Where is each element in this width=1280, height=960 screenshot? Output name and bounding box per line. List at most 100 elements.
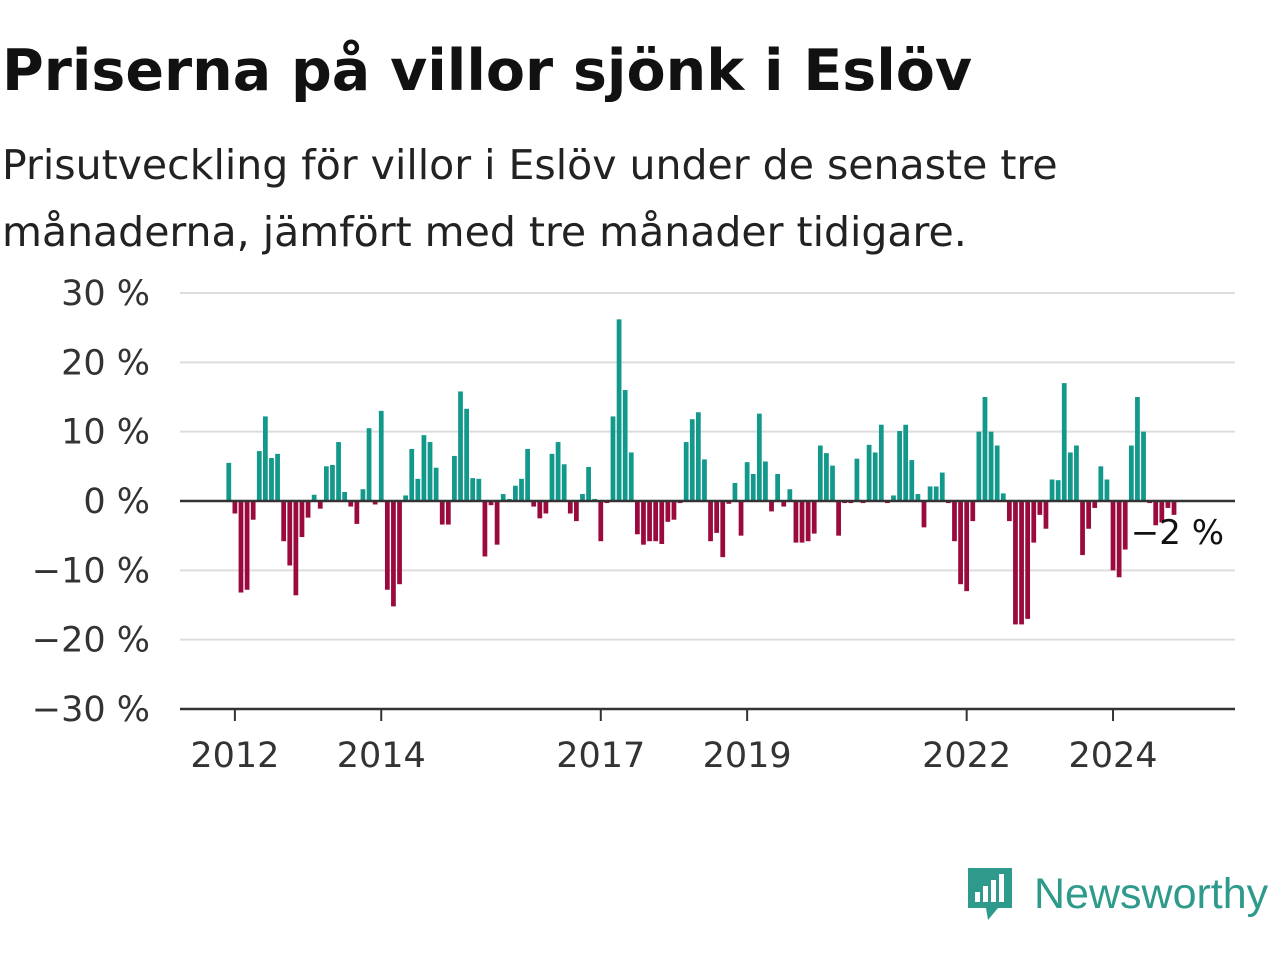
y-tick-label: −30 % [32,690,150,730]
bar [1110,501,1116,571]
bar [824,453,829,501]
bar [988,431,994,501]
bar [1171,501,1177,515]
bar [1074,445,1079,501]
bar [659,501,665,544]
bar [1080,501,1085,556]
newsworthy-logo-icon [968,868,1012,920]
bar [952,501,957,542]
bar [836,501,841,536]
bar [781,501,787,507]
bar [1098,466,1104,501]
bar [293,501,299,596]
bar [1092,501,1098,508]
bar [378,410,384,501]
y-tick-label: 0 % [83,482,150,522]
bar [689,419,695,501]
bar [403,495,409,501]
bar [238,501,244,593]
bar [702,459,707,501]
bar [738,501,744,536]
bar [915,494,921,501]
bar [909,460,915,501]
bar [708,501,713,542]
bar [360,489,366,501]
bar [994,445,1000,501]
bar [817,445,823,501]
last-value-label: −2 % [1131,513,1224,553]
bar [464,408,469,501]
bar [275,453,280,501]
bar [226,462,232,501]
bar [244,501,250,590]
bar [543,501,549,514]
bar [854,458,860,501]
bar [427,442,433,501]
bar [348,501,354,507]
bar [323,466,329,501]
axes [180,499,1235,721]
bar [891,495,896,501]
bar [897,430,902,501]
bar [1037,501,1043,515]
y-tick-label: 10 % [61,413,150,453]
bar [653,501,659,542]
newsworthy-brand[interactable]: Newsworthy [964,864,1268,924]
bar [903,424,909,501]
bar [445,501,451,525]
bar [1067,452,1073,501]
bar [750,473,756,501]
bar [537,501,543,519]
x-tick-label: 2019 [703,736,792,776]
bar [933,486,939,501]
bar [555,442,561,501]
bar [256,451,262,501]
bar [958,501,963,585]
bar [488,501,494,506]
bar [269,458,274,501]
bar [787,489,793,501]
bar [878,424,884,501]
bar [665,501,671,522]
bar [866,444,872,501]
bar [799,501,805,543]
bar [1159,501,1165,523]
bar [1061,383,1067,501]
chart-subtitle: Prisutveckling för villor i Eslöv under … [2,141,1058,256]
bar [628,452,634,501]
bar [769,501,774,512]
bar [671,501,677,520]
bar [964,501,970,592]
bar [1043,501,1049,529]
bar [1013,501,1018,625]
bar [232,501,238,514]
bar [1055,480,1061,501]
bar [1128,445,1134,501]
x-tick-label: 2024 [1068,736,1157,776]
bars [226,319,1177,625]
y-tick-label: 30 % [61,274,150,314]
bar [1019,501,1024,625]
bar [574,501,579,522]
bar [317,501,323,509]
bar [525,449,530,501]
bar [982,397,988,501]
bar [647,501,652,542]
bar [634,501,640,535]
bar [976,431,982,501]
bar [305,501,311,518]
bar [714,501,720,533]
chart-title: Priserna på villor sjönk i Eslöv [2,38,973,104]
bar [500,494,506,501]
bar [384,501,390,590]
bar [336,442,341,501]
x-tick-label: 2014 [337,736,426,776]
bar [354,501,360,524]
bar [549,453,555,501]
y-tick-label: −20 % [32,621,150,661]
bar [921,501,927,528]
x-tick-label: 2017 [556,736,645,776]
bar [793,501,799,543]
bar [927,486,933,501]
bar [513,485,518,501]
